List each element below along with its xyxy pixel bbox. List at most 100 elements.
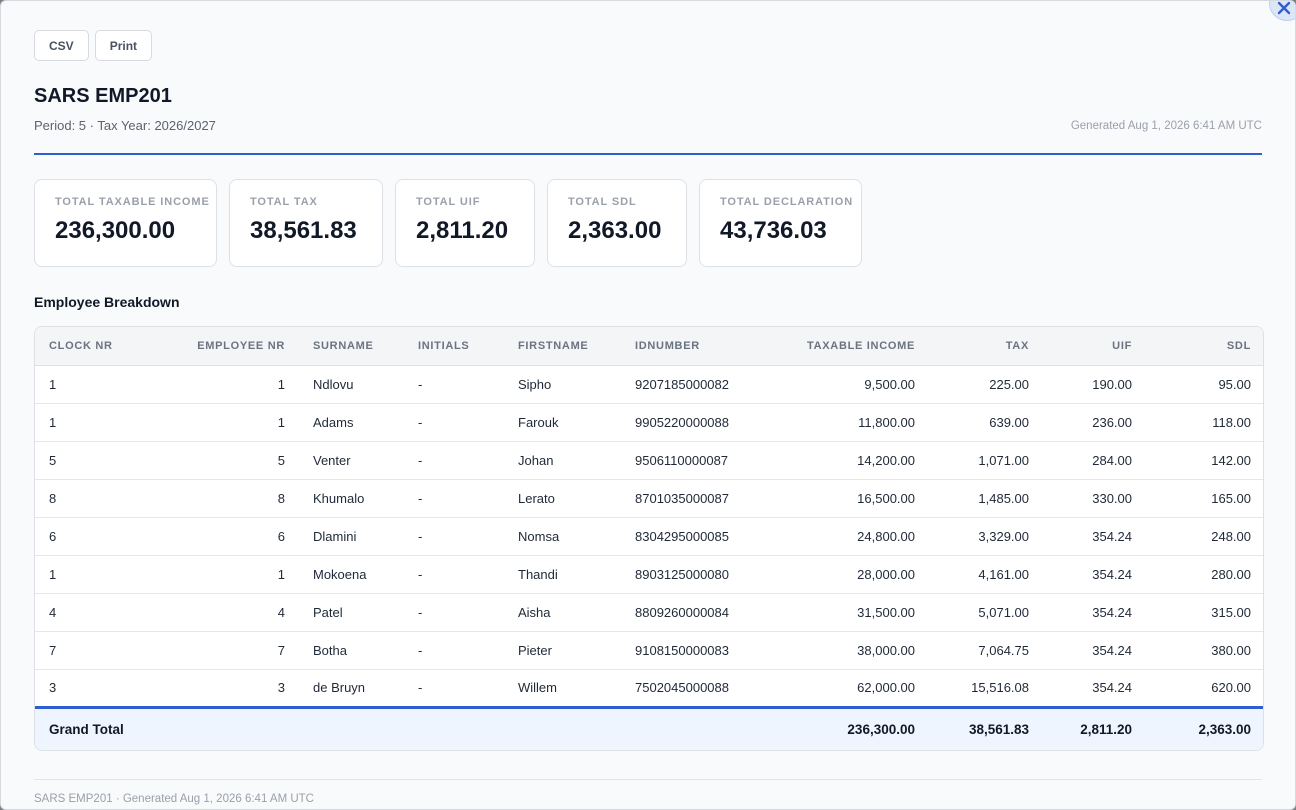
table-cell: 9,500.00 [781, 365, 929, 404]
column-header[interactable]: TAX [929, 327, 1043, 366]
table-cell: 1 [35, 365, 165, 404]
column-header[interactable]: TAXABLE INCOME [781, 327, 929, 366]
grand-total-uif: 2,811.20 [1043, 705, 1146, 750]
column-header[interactable]: CLOCK NR [35, 327, 165, 366]
column-header[interactable]: UIF [1043, 327, 1146, 366]
table-cell: Lerato [504, 479, 621, 518]
table-cell: 11,800.00 [781, 403, 929, 442]
table-cell: 8701035000087 [621, 479, 781, 518]
table-cell: 380.00 [1146, 631, 1263, 670]
summary-card-value: 38,561.83 [250, 217, 357, 244]
close-icon [1277, 1, 1291, 15]
column-header[interactable]: SDL [1146, 327, 1263, 366]
summary-cards: TOTAL TAXABLE INCOME 236,300.00 TOTAL TA… [34, 179, 862, 267]
summary-card-sdl: TOTAL SDL 2,363.00 [547, 179, 687, 267]
table-cell: Dlamini [299, 517, 404, 556]
summary-card-label: TOTAL TAXABLE INCOME [55, 196, 210, 208]
grand-total-row: Grand Total 236,300.00 38,561.83 2,811.2… [35, 705, 1263, 750]
table-cell: 5,071.00 [929, 593, 1043, 632]
table-cell: 8903125000080 [621, 555, 781, 594]
grand-total-label: Grand Total [35, 705, 781, 750]
table-cell: Johan [504, 441, 621, 480]
table-cell: Sipho [504, 365, 621, 404]
table-cell: 315.00 [1146, 593, 1263, 632]
table-cell: 6 [165, 517, 299, 556]
table-cell: 8304295000085 [621, 517, 781, 556]
close-button[interactable] [1269, 1, 1295, 21]
table-row: 3 3 de Bruyn - Willem 7502045000088 62,000.00 1… [35, 669, 1263, 708]
table-cell: - [404, 441, 504, 480]
table-cell: 280.00 [1146, 555, 1263, 594]
table-cell: 118.00 [1146, 403, 1263, 442]
table-cell: Farouk [504, 403, 621, 442]
table-cell: 9108150000083 [621, 631, 781, 670]
column-header[interactable]: EMPLOYEE NR [165, 327, 299, 366]
column-header[interactable]: IDNUMBER [621, 327, 781, 366]
table-cell: 284.00 [1043, 441, 1146, 480]
table-cell: Thandi [504, 555, 621, 594]
table-cell: 354.24 [1043, 631, 1146, 670]
table-cell: Mokoena [299, 555, 404, 594]
table-cell: Willem [504, 669, 621, 708]
summary-card-label: TOTAL UIF [416, 196, 481, 208]
table-cell: 330.00 [1043, 479, 1146, 518]
report-title: SARS EMP201 [34, 85, 172, 107]
table-cell: de Bruyn [299, 669, 404, 708]
table-cell: 354.24 [1043, 555, 1146, 594]
column-header[interactable]: INITIALS [404, 327, 504, 366]
table-cell: Pieter [504, 631, 621, 670]
table-cell: 14,200.00 [781, 441, 929, 480]
table-cell: 236.00 [1043, 403, 1146, 442]
table-cell: 3 [165, 669, 299, 708]
table-cell: Ndlovu [299, 365, 404, 404]
table-cell: - [404, 365, 504, 404]
column-header[interactable]: FIRSTNAME [504, 327, 621, 366]
table-cell: 639.00 [929, 403, 1043, 442]
table-cell: 8 [35, 479, 165, 518]
table-cell: 7 [165, 631, 299, 670]
table-cell: 1,071.00 [929, 441, 1043, 480]
table-cell: 4 [35, 593, 165, 632]
table-row: 1 1 Mokoena - Thandi 8903125000080 28,000.00 4,… [35, 555, 1263, 594]
summary-card-label: TOTAL DECLARATION [720, 196, 854, 208]
table-cell: 4 [165, 593, 299, 632]
footer-text: SARS EMP201 · Generated Aug 1, 2026 6:41… [34, 793, 314, 805]
table-cell: 95.00 [1146, 365, 1263, 404]
table-cell: Adams [299, 403, 404, 442]
table-cell: - [404, 517, 504, 556]
table-cell: 1 [35, 403, 165, 442]
table-cell: Nomsa [504, 517, 621, 556]
summary-card-declaration: TOTAL DECLARATION 43,736.03 [699, 179, 862, 267]
table-cell: 62,000.00 [781, 669, 929, 708]
csv-button[interactable]: CSV [34, 30, 89, 61]
table-cell: 24,800.00 [781, 517, 929, 556]
table-cell: 165.00 [1146, 479, 1263, 518]
column-header[interactable]: SURNAME [299, 327, 404, 366]
table-cell: 8809260000084 [621, 593, 781, 632]
table-cell: Khumalo [299, 479, 404, 518]
table-cell: - [404, 555, 504, 594]
table-cell: 38,000.00 [781, 631, 929, 670]
table-cell: 1,485.00 [929, 479, 1043, 518]
table-cell: 248.00 [1146, 517, 1263, 556]
footer-divider [34, 779, 1262, 780]
toolbar: CSV Print [34, 30, 153, 61]
summary-card-tax: TOTAL TAX 38,561.83 [229, 179, 383, 267]
table-cell: 9905220000088 [621, 403, 781, 442]
summary-card-value: 236,300.00 [55, 217, 176, 244]
table-cell: 354.24 [1043, 593, 1146, 632]
table-body: 1 1 Ndlovu - Sipho 9207185000082 9,500.00 225.0… [35, 365, 1263, 708]
table-cell: 7 [35, 631, 165, 670]
table-cell: 8 [165, 479, 299, 518]
print-button[interactable]: Print [94, 30, 153, 61]
table-cell: 7502045000088 [621, 669, 781, 708]
table-cell: 9506110000087 [621, 441, 781, 480]
table-cell: 4,161.00 [929, 555, 1043, 594]
summary-card-label: TOTAL TAX [250, 196, 318, 208]
table-row: 6 6 Dlamini - Nomsa 8304295000085 24,800.00 3,3… [35, 517, 1263, 556]
table-row: 7 7 Botha - Pieter 9108150000083 38,000.00 7,06… [35, 631, 1263, 670]
table-cell: 3 [35, 669, 165, 708]
grand-total-tax: 38,561.83 [929, 705, 1043, 750]
summary-card-value: 43,736.03 [720, 217, 827, 244]
summary-card-label: TOTAL SDL [568, 196, 637, 208]
